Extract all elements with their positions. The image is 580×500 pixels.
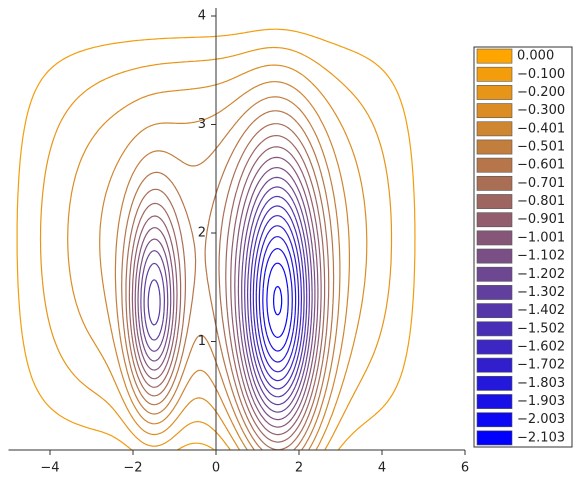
legend-swatch bbox=[476, 321, 513, 337]
legend-swatch bbox=[476, 85, 513, 100]
x-tick-label: 4 bbox=[378, 461, 386, 476]
legend-swatch bbox=[476, 303, 513, 319]
contour-line bbox=[147, 195, 308, 398]
legend-label: −0.501 bbox=[517, 140, 565, 155]
legend-label: −1.202 bbox=[517, 267, 565, 282]
contour-line bbox=[266, 262, 289, 338]
contour-line bbox=[125, 123, 330, 451]
legend-label: −0.701 bbox=[517, 176, 565, 191]
legend-label: −0.100 bbox=[517, 67, 565, 82]
contour-line bbox=[128, 135, 326, 443]
legend-label: −1.502 bbox=[517, 321, 565, 336]
x-tick-label: 0 bbox=[212, 461, 220, 476]
contour-line bbox=[262, 248, 293, 352]
contour-line bbox=[121, 110, 335, 451]
legend-swatch bbox=[476, 212, 513, 228]
y-tick-label: 1 bbox=[198, 334, 206, 349]
legend-swatch bbox=[476, 412, 513, 428]
contour-line bbox=[67, 64, 368, 451]
legend-swatch bbox=[476, 357, 513, 373]
legend-label: −0.401 bbox=[517, 121, 565, 136]
contour-line bbox=[16, 28, 416, 451]
legend-swatch bbox=[476, 266, 513, 282]
legend-swatch bbox=[476, 248, 513, 264]
contour-line bbox=[99, 81, 350, 451]
contour-line bbox=[137, 167, 316, 421]
legend-swatch bbox=[476, 285, 513, 300]
contour-line bbox=[258, 236, 297, 363]
legend-swatch bbox=[476, 375, 513, 391]
y-tick-label: 3 bbox=[198, 117, 206, 132]
legend-label: −2.003 bbox=[517, 412, 565, 427]
legend-swatch bbox=[476, 394, 513, 409]
legend-swatch bbox=[476, 430, 513, 446]
legend-label: −1.302 bbox=[517, 285, 565, 300]
contour-line bbox=[273, 285, 283, 316]
legend-swatch bbox=[476, 175, 513, 191]
legend-swatch bbox=[476, 66, 513, 82]
contour-line bbox=[255, 225, 300, 373]
x-tick-label: −2 bbox=[123, 461, 142, 476]
y-tick-label: 4 bbox=[198, 9, 206, 24]
legend-swatch bbox=[476, 157, 513, 173]
legend-label: −0.200 bbox=[517, 85, 565, 100]
legend-swatch bbox=[476, 139, 513, 155]
contour-line bbox=[140, 176, 313, 413]
legend-label: −1.402 bbox=[517, 303, 565, 318]
x-tick-label: −4 bbox=[40, 461, 59, 476]
legend-label: −0.601 bbox=[517, 158, 565, 173]
legend-label: −1.602 bbox=[517, 340, 565, 355]
legend-label: −0.901 bbox=[517, 212, 565, 227]
legend: 0.000 −0.100 −0.200 −0.300 −0.401 −0.501 −0.60… bbox=[473, 46, 573, 448]
contour-line bbox=[114, 96, 341, 451]
contour-line bbox=[252, 215, 302, 382]
legend-label: 0.000 bbox=[517, 49, 554, 64]
contour-line bbox=[249, 205, 305, 390]
x-tick-label: 2 bbox=[295, 461, 303, 476]
legend-swatch bbox=[476, 121, 513, 137]
contour-line bbox=[134, 156, 319, 428]
legend-label: −0.300 bbox=[517, 103, 565, 118]
y-tick-label: 2 bbox=[198, 226, 206, 241]
legend-swatch bbox=[476, 230, 513, 246]
x-tick-label: 6 bbox=[461, 461, 469, 476]
legend-swatch bbox=[476, 103, 513, 119]
legend-swatch bbox=[476, 339, 513, 355]
legend-label: −1.903 bbox=[517, 394, 565, 409]
contour-line bbox=[131, 146, 322, 436]
legend-swatch bbox=[476, 48, 513, 64]
contour-line bbox=[143, 186, 310, 406]
legend-label: −1.803 bbox=[517, 376, 565, 391]
legend-label: −1.102 bbox=[517, 249, 565, 264]
legend-label: −2.103 bbox=[517, 430, 565, 445]
legend-label: −1.702 bbox=[517, 358, 565, 373]
legend-label: −0.801 bbox=[517, 194, 565, 209]
contour-line bbox=[39, 46, 393, 451]
legend-swatch bbox=[476, 194, 513, 209]
legend-label: −1.001 bbox=[517, 230, 565, 245]
